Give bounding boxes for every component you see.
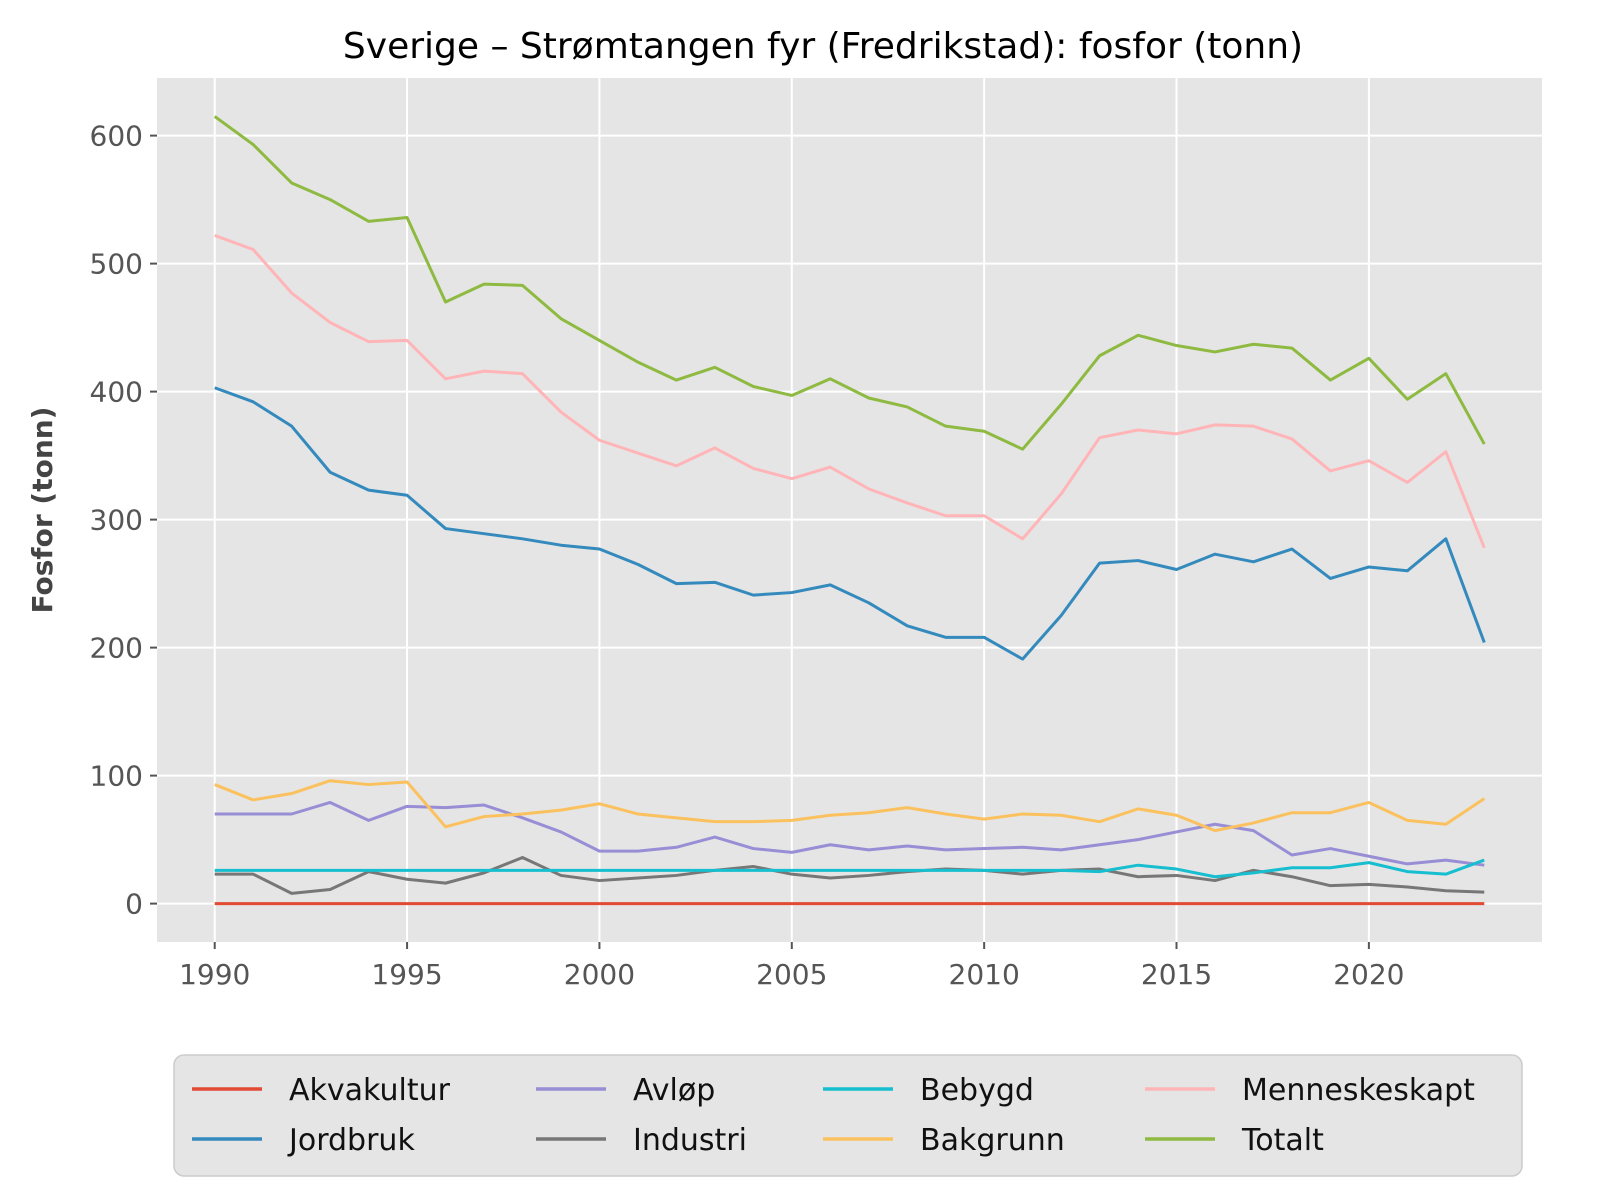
x-tick-label: 2020 [1333,958,1404,991]
y-tick-label: 300 [90,504,143,537]
legend-label-akvakultur: Akvakultur [289,1073,451,1108]
series-line-bebygd [214,858,1485,879]
y-tick-label: 0 [125,888,143,921]
y-tick-label: 500 [90,248,143,281]
series-line-jordbruk [214,386,1486,661]
legend-label-industri: Industri [633,1123,747,1158]
x-tick-label: 1995 [371,958,442,991]
y-axis-ticks: 0 100 200 300 400 500 600 [90,120,157,921]
series-layer [213,115,1486,906]
x-tick-label: 2015 [1141,958,1212,991]
y-axis-label: Fosfor (tonn) [26,407,59,614]
x-tick-label: 1990 [179,958,250,991]
legend-label-totalt: Totalt [1241,1123,1324,1158]
y-tick-label: 600 [90,120,143,153]
y-tick-label: 400 [90,376,143,409]
x-tick-label: 2010 [949,958,1020,991]
series-line-bakgrunn [214,779,1486,833]
legend-label-avlop: Avløp [633,1073,715,1108]
series-line-totalt [213,115,1486,451]
legend-label-bakgrunn: Bakgrunn [920,1123,1065,1158]
series-line-avlop [214,800,1485,867]
y-tick-label: 100 [90,760,143,793]
legend-box [173,1054,1523,1177]
legend-label-menneskeskapt: Menneskeskapt [1242,1073,1475,1108]
series-line-industri [214,856,1485,895]
x-axis-ticks: 1990 1995 2000 2005 2010 2015 2020 [179,942,1405,991]
plot-area [157,78,1542,942]
legend: Akvakultur Jordbruk Avløp Industri Bebygd Bak… [173,1054,1523,1177]
legend-label-bebygd: Bebygd [920,1073,1034,1108]
y-tick-label: 200 [90,632,143,665]
x-tick-label: 2005 [756,958,827,991]
chart-title: Sverige – Strømtangen fyr (Fredrikstad):… [343,26,1303,67]
x-tick-label: 2000 [564,958,635,991]
series-line-menneskeskapt [214,234,1486,549]
legend-label-jordbruk: Jordbruk [287,1123,415,1158]
